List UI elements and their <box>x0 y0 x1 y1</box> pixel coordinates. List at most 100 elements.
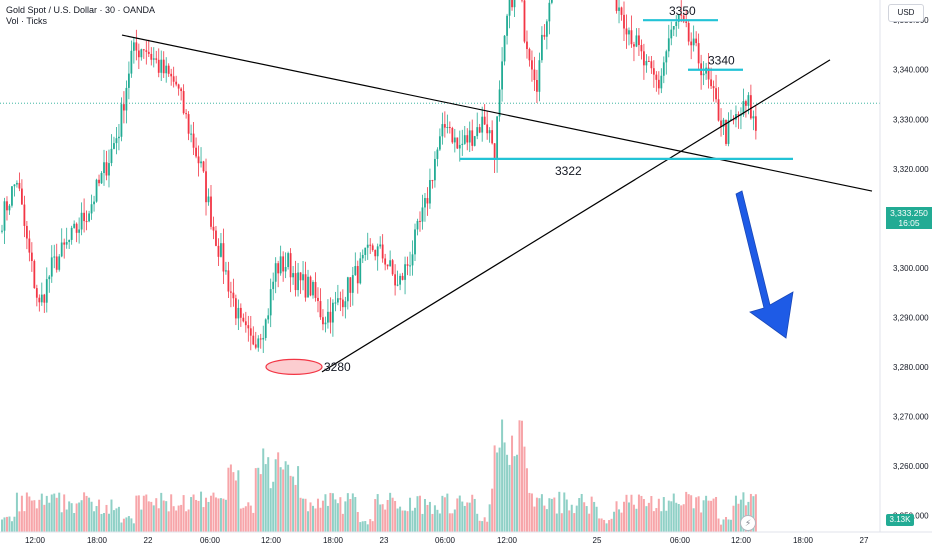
currency-button[interactable]: USD <box>888 4 924 22</box>
candle-body <box>212 226 215 231</box>
candle-body <box>307 276 309 298</box>
volume-bar <box>267 457 270 532</box>
candle-body <box>105 162 108 176</box>
volume-bar <box>451 513 454 532</box>
volume-bar <box>68 501 71 532</box>
volume-bar <box>48 502 51 532</box>
candle-body <box>207 196 210 203</box>
volume-bar <box>496 452 499 532</box>
volume-bar <box>570 504 573 532</box>
candle-body <box>411 254 414 266</box>
volume-bar <box>416 496 419 532</box>
volume-bar <box>282 469 285 532</box>
candle-body <box>695 38 698 44</box>
candle-body <box>379 244 382 247</box>
volume-bar <box>229 464 232 532</box>
volume-bar <box>147 501 150 532</box>
chart-drawings: 3350 3340 3322 3280 <box>121 4 873 376</box>
volume-bar <box>354 497 357 532</box>
candle-body <box>18 182 21 189</box>
price-tick-label: 3,290.000 <box>893 313 929 322</box>
candle-body <box>491 130 494 144</box>
volume-bar <box>645 506 648 532</box>
volume-bar <box>453 509 456 532</box>
candle-body <box>90 204 93 214</box>
candle-body <box>332 302 334 323</box>
candle-body <box>88 213 90 222</box>
volume-bar <box>421 513 424 532</box>
candle-body <box>202 161 205 172</box>
candle-body <box>677 14 680 22</box>
volume-bar <box>202 507 205 532</box>
candle-body <box>329 311 332 323</box>
candle-body <box>73 223 76 228</box>
volume-bar <box>722 519 725 532</box>
volume-bar <box>396 508 399 532</box>
volume-bar <box>545 509 548 532</box>
level-label: 3280 <box>324 360 351 374</box>
volume-bar <box>418 495 421 532</box>
symbol-title[interactable]: Gold Spot / U.S. Dollar · 30 · OANDA <box>6 5 156 15</box>
candle-body <box>508 0 511 16</box>
candle-body <box>45 279 48 303</box>
candle-body <box>252 335 255 345</box>
volume-bar <box>660 511 663 532</box>
volume-bar <box>167 511 170 532</box>
candle-body <box>132 42 135 51</box>
volume-bar <box>466 502 469 532</box>
volume-bar <box>533 506 536 532</box>
candle-body <box>195 147 197 157</box>
volume-bar <box>269 488 272 532</box>
candle-body <box>453 137 456 143</box>
candle-body <box>483 116 486 125</box>
volume-bar <box>394 500 397 532</box>
volume-bar <box>565 499 568 532</box>
candle-body <box>78 229 81 233</box>
candle-body <box>237 307 240 319</box>
volume-bar <box>5 516 8 532</box>
candle-body <box>254 344 257 348</box>
volume-bar <box>242 507 245 532</box>
volume-bar <box>249 505 252 532</box>
candle-body <box>434 158 436 181</box>
volume-indicator-label[interactable]: Vol · Ticks <box>6 16 48 26</box>
candle-body <box>269 289 272 316</box>
volume-bar <box>675 502 678 532</box>
candle-body <box>697 43 700 64</box>
volume-bar <box>443 497 446 532</box>
candle-body <box>513 0 516 8</box>
volume-bar <box>83 492 86 532</box>
volume-bar <box>732 505 735 532</box>
low-highlight-ellipse <box>265 358 323 376</box>
volume-bar <box>697 496 700 532</box>
candle-body <box>16 182 18 185</box>
volume-bar <box>585 506 588 532</box>
time-tick-label: 06:00 <box>200 536 221 545</box>
volume-bar <box>120 522 123 532</box>
volume-bar <box>98 499 101 532</box>
volume-bar <box>232 472 235 532</box>
volume-bar <box>277 452 280 532</box>
candle-body <box>690 41 693 46</box>
candle-body <box>727 120 730 144</box>
candle-body <box>170 73 173 77</box>
candle-body <box>657 79 660 89</box>
candle-body <box>317 297 319 302</box>
time-tick-label: 27 <box>860 536 869 545</box>
candle-body <box>95 179 98 202</box>
price-tick-label: 3,300.000 <box>893 264 929 273</box>
volume-bar <box>575 505 578 532</box>
volume-bar <box>244 506 247 532</box>
candle-body <box>277 263 280 274</box>
candle-body <box>665 51 668 63</box>
candle-body <box>8 205 11 211</box>
volume-bar <box>558 491 561 532</box>
volume-bar <box>461 501 464 532</box>
candle-body <box>324 322 327 325</box>
volume-bar <box>130 518 133 532</box>
candle-body <box>249 328 252 336</box>
candle-body <box>244 321 247 326</box>
volume-bar <box>548 498 551 532</box>
lightning-icon[interactable]: ⚡ <box>740 515 756 531</box>
